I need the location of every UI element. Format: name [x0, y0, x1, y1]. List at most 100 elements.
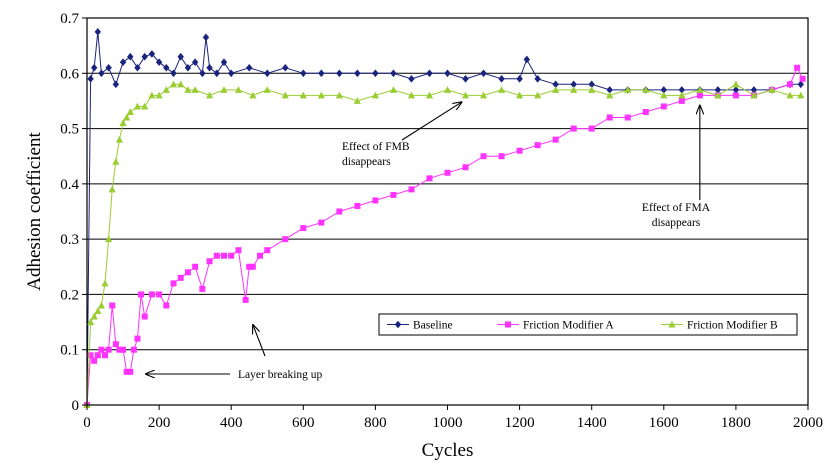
- data-point-baseline: [570, 80, 577, 89]
- data-point-friction-modifier-b: [443, 86, 452, 93]
- data-point-baseline: [354, 69, 361, 78]
- series-layer: [83, 28, 806, 409]
- data-point-friction-modifier-a: [141, 313, 148, 320]
- data-point-friction-modifier-b: [126, 108, 134, 115]
- series-line-friction-modifier-a: [86, 66, 804, 406]
- x-tick-label: 1200: [505, 415, 535, 431]
- data-point-friction-modifier-b: [155, 91, 163, 99]
- data-point-friction-modifier-a: [138, 291, 145, 298]
- data-point-friction-modifier-a: [264, 247, 271, 254]
- data-point-friction-modifier-a: [408, 186, 415, 193]
- data-point-friction-modifier-a: [606, 114, 613, 121]
- data-point-friction-modifier-a: [228, 252, 235, 259]
- data-point-baseline: [444, 69, 451, 78]
- data-point-friction-modifier-b: [797, 91, 805, 99]
- legend-marker-friction-modifier-a: [505, 321, 511, 328]
- data-point-friction-modifier-b: [90, 312, 98, 320]
- data-point-friction-modifier-b: [101, 279, 109, 287]
- data-point-friction-modifier-a: [87, 352, 94, 359]
- series-friction-modifier-b: [83, 80, 805, 408]
- data-point-friction-modifier-a: [786, 81, 793, 88]
- data-point-friction-modifier-a: [794, 64, 801, 71]
- data-point-friction-modifier-a: [156, 291, 163, 298]
- x-tick-label: 800: [364, 415, 387, 431]
- data-point-friction-modifier-a: [390, 191, 397, 198]
- data-point-baseline: [390, 69, 397, 78]
- data-point-friction-modifier-b: [177, 80, 185, 88]
- data-point-friction-modifier-b: [624, 86, 632, 93]
- data-point-baseline: [282, 63, 289, 72]
- data-point-friction-modifier-b: [606, 91, 614, 99]
- data-point-friction-modifier-a: [242, 296, 249, 303]
- annotation-fma-line: disappears: [652, 217, 701, 229]
- data-point-baseline: [516, 75, 523, 83]
- data-point-friction-modifier-a: [184, 269, 191, 276]
- data-point-friction-modifier-b: [642, 86, 650, 93]
- data-point-friction-modifier-a: [516, 147, 523, 154]
- data-point-friction-modifier-b: [678, 91, 686, 99]
- data-point-friction-modifier-a: [220, 252, 227, 259]
- data-point-baseline: [408, 75, 415, 83]
- annotation-layer: Layer breaking up: [238, 369, 323, 381]
- data-point-friction-modifier-b: [353, 97, 361, 104]
- data-point-friction-modifier-b: [148, 91, 156, 99]
- data-point-baseline: [606, 86, 613, 94]
- data-point-friction-modifier-b: [299, 91, 307, 99]
- data-point-friction-modifier-b: [119, 119, 127, 127]
- data-point-friction-modifier-b: [112, 157, 120, 165]
- data-point-baseline: [534, 75, 541, 83]
- data-point-friction-modifier-a: [354, 202, 361, 209]
- data-point-friction-modifier-a: [696, 92, 703, 99]
- data-point-baseline: [105, 63, 112, 72]
- data-point-friction-modifier-a: [732, 92, 739, 99]
- data-point-friction-modifier-b: [191, 86, 199, 93]
- annotation-fma: Effect of FMA disappears: [642, 202, 711, 229]
- data-point-friction-modifier-b: [497, 86, 506, 93]
- data-point-friction-modifier-a: [199, 285, 206, 292]
- data-point-friction-modifier-a: [94, 352, 101, 359]
- data-point-friction-modifier-a: [336, 208, 343, 215]
- data-point-friction-modifier-b: [425, 91, 434, 99]
- data-point-friction-modifier-b: [786, 91, 794, 99]
- y-tick-label: 0: [72, 398, 80, 414]
- data-point-friction-modifier-a: [123, 368, 130, 375]
- data-point-baseline: [163, 63, 170, 72]
- x-tick-label: 1000: [433, 415, 463, 431]
- data-point-friction-modifier-a: [444, 169, 451, 176]
- data-point-baseline: [264, 69, 271, 78]
- data-point-friction-modifier-b: [97, 301, 106, 309]
- data-point-baseline: [134, 63, 141, 72]
- data-point-friction-modifier-b: [696, 86, 704, 93]
- y-tick-label: 0.5: [60, 122, 79, 138]
- data-point-friction-modifier-a: [148, 291, 155, 298]
- data-point-friction-modifier-a: [206, 258, 213, 265]
- data-point-friction-modifier-b: [732, 80, 740, 88]
- data-point-baseline: [206, 63, 213, 72]
- x-tick-label: 1800: [721, 415, 751, 431]
- y-tick-label: 0.7: [60, 11, 79, 27]
- data-point-friction-modifier-b: [108, 185, 116, 193]
- data-point-baseline: [462, 75, 469, 83]
- data-point-friction-modifier-a: [300, 225, 307, 232]
- data-point-baseline: [660, 86, 667, 94]
- data-point-baseline: [170, 69, 177, 78]
- arrow-fmb: [401, 102, 462, 141]
- data-point-friction-modifier-b: [750, 91, 758, 99]
- data-point-friction-modifier-a: [678, 97, 685, 104]
- data-point-baseline: [98, 69, 105, 78]
- data-point-baseline: [199, 69, 206, 78]
- data-point-baseline: [141, 52, 148, 61]
- annotation-fma-line: Effect of FMA: [642, 202, 711, 214]
- data-point-friction-modifier-a: [426, 175, 433, 182]
- data-point-baseline: [523, 55, 531, 64]
- legend-label-friction-modifier-b: Friction Modifier B: [687, 320, 778, 332]
- data-point-friction-modifier-a: [177, 274, 184, 281]
- data-point-friction-modifier-b: [249, 91, 257, 99]
- legend-marker-friction-modifier-b: [668, 320, 676, 328]
- data-point-baseline: [91, 63, 98, 72]
- data-point-friction-modifier-a: [127, 368, 134, 375]
- x-tick-label: 400: [220, 415, 243, 431]
- data-point-friction-modifier-b: [162, 86, 170, 93]
- data-point-baseline: [202, 33, 210, 42]
